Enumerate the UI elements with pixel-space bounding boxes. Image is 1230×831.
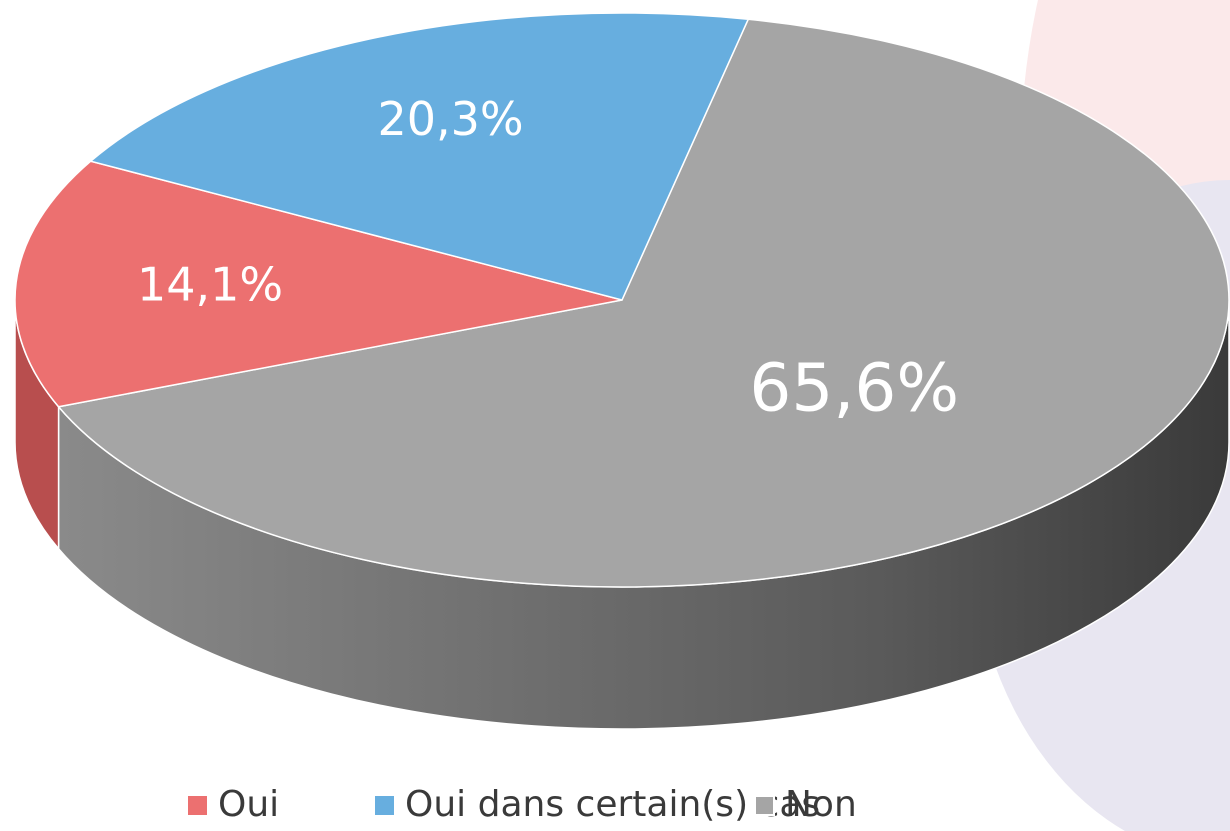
data-label: 20,3% (377, 92, 523, 146)
pie: 65,6% 14,1% 20,3% (14, 12, 1230, 730)
legend-label: Oui (218, 784, 279, 825)
legend-label: Non (785, 784, 857, 825)
legend-swatch (375, 796, 394, 815)
pie-slice (57, 18, 1230, 588)
legend-label: Oui dans certain(s) cas (405, 784, 820, 825)
data-label: 14,1% (137, 257, 283, 311)
pie-slice (14, 160, 623, 408)
data-label: 65,6% (749, 349, 959, 426)
pie-slice (89, 12, 750, 301)
legend-swatch (188, 796, 207, 815)
legend-swatch (754, 795, 775, 816)
